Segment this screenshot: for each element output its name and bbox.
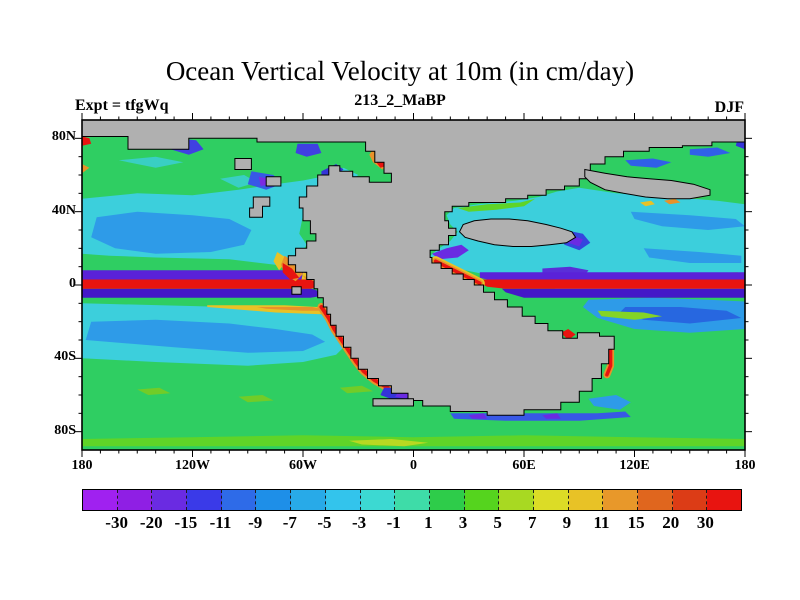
colorbar-boundary-label: -7 (282, 513, 297, 532)
colorbar-boundary-label: -30 (105, 513, 128, 532)
colorbar-boundary-label: 11 (593, 513, 610, 532)
colorbar-cell (117, 490, 153, 510)
map-plot (62, 105, 765, 477)
colorbar-boundary-label: -20 (139, 513, 163, 532)
colorbar-boundary-label: 9 (562, 513, 572, 532)
lon-tick-label: 180 (71, 458, 93, 473)
land-island-d (291, 286, 302, 295)
colorbar-cell (256, 490, 292, 510)
lon-tick-label: 60W (289, 458, 317, 473)
colorbar-cell (360, 490, 396, 510)
colorbar-boundary-label: -9 (248, 513, 263, 532)
land-northeast-arm (584, 168, 711, 200)
axis-ticks (75, 113, 752, 457)
land-island-a (234, 158, 252, 170)
lat-tick-label: 80N (51, 129, 76, 145)
ocean-map-svg (75, 113, 752, 457)
colorbar-boundary-label: -3 (351, 513, 367, 532)
colorbar-boundary-label: 5 (493, 513, 502, 532)
colorbar (82, 489, 742, 511)
colorbar-cell (568, 490, 604, 510)
land-island-b (265, 176, 282, 187)
colorbar-boundary-label: 7 (527, 513, 537, 532)
land-south-spur (372, 398, 414, 407)
lon-tick-label: 120W (175, 458, 210, 473)
colorbar-cell (291, 490, 326, 510)
lat-tick-label: 40N (51, 202, 76, 218)
experiment-label: Expt = tfgWq (75, 97, 169, 114)
colorbar-boundary-label: -1 (386, 513, 401, 532)
colorbar-cell (464, 490, 500, 510)
lat-tick-label: 0 (69, 276, 76, 291)
coastline (81, 136, 746, 451)
colorbar-boundary-label: 20 (662, 513, 680, 532)
colorbar-boundary-label: 30 (696, 513, 714, 532)
plot-title: Ocean Vertical Velocity at 10m (in cm/da… (165, 56, 635, 86)
colorbar-boundary-label: -15 (174, 513, 198, 532)
colorbar-cell (187, 490, 222, 510)
colorbar-cell (672, 490, 708, 510)
colorbar-cell (83, 490, 118, 510)
colorbar-cell (395, 490, 430, 510)
lon-tick-label: 0 (410, 458, 417, 473)
colorbar-boundary-label: 15 (627, 513, 645, 532)
colorbar-cell (499, 490, 534, 510)
colorbar-cell (707, 490, 742, 510)
colorbar-cell (638, 490, 673, 510)
colorbar-cell (429, 490, 465, 510)
colorbar-boundary-label: 1 (424, 513, 433, 532)
plot-subtitle: 213_2_MaBP (354, 92, 446, 109)
lat-tick-label: 40S (54, 349, 76, 365)
lat-tick-label: 80S (54, 422, 76, 438)
lon-tick-label: 120E (619, 458, 650, 473)
lon-tick-label: 180 (734, 458, 756, 473)
colorbar-cell (221, 490, 257, 510)
colorbar-cell (325, 490, 361, 510)
colorbar-cell (152, 490, 188, 510)
lon-tick-label: 60E (512, 458, 536, 473)
colorbar-boundary-label: -11 (209, 513, 232, 532)
colorbar-boundary-label: 3 (458, 513, 468, 532)
colorbar-cell (533, 490, 569, 510)
colorbar-cell (603, 490, 638, 510)
colorbar-boundary-label: -5 (317, 513, 332, 532)
land-tethys-island (458, 218, 577, 247)
land-island-c (249, 196, 271, 218)
season-label: DJF (714, 99, 744, 116)
